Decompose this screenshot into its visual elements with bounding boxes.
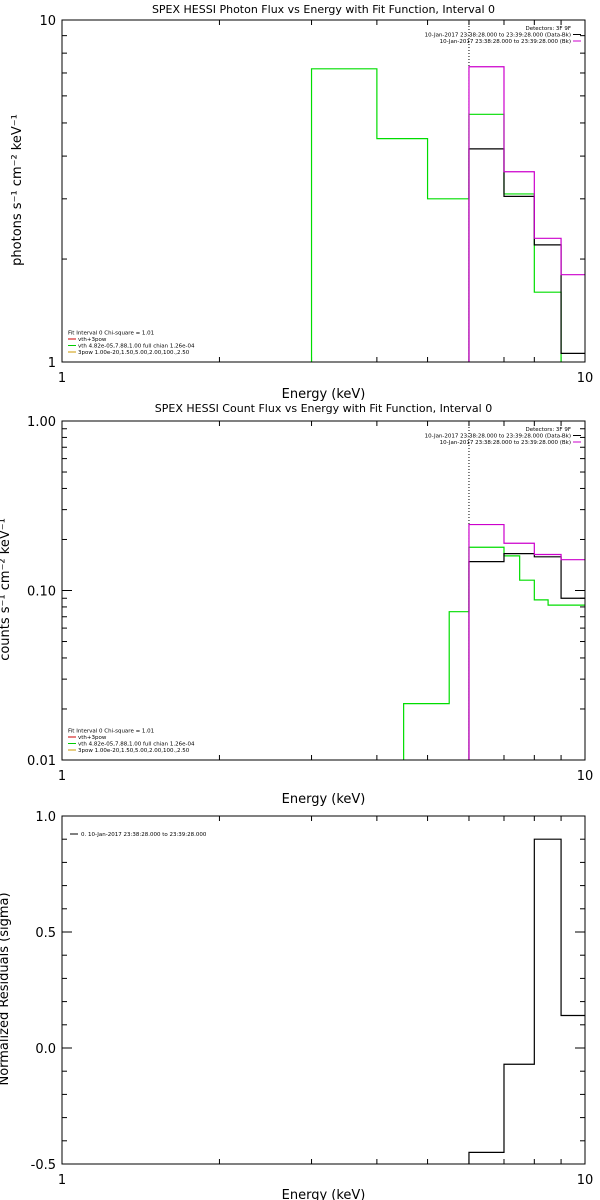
x-tick-label: 10 — [577, 769, 594, 784]
series-group — [310, 66, 585, 362]
legend-entry: vth+3pow — [78, 337, 107, 343]
legend-entry: Fit Interval 0 Chi-square = 1.01 — [68, 729, 154, 735]
chart-title: SPEX HESSI Count Flux vs Energy with Fit… — [155, 402, 492, 415]
series-3-line — [468, 523, 585, 760]
x-axis-label: Energy (keV) — [282, 792, 366, 807]
x-tick-label: 10 — [577, 371, 594, 386]
legend-bottom-left: Fit Interval 0 Chi-square = 1.01vth+3pow… — [68, 331, 195, 356]
chart-panel-2: 1 10 0.01 0.10 1.00 SPEX HESSI Count Flux vs … — [0, 402, 594, 807]
legend-entry: vth 4.82e-05,7.88,1.00 full chian 1.26e-… — [78, 344, 195, 350]
y-tick-label: 1.0 — [35, 810, 56, 825]
y-axis-label: counts s⁻¹ cm⁻² keV⁻¹ — [0, 518, 13, 661]
x-tick-label: 10 — [577, 1173, 594, 1188]
legend-entry: 3pow 1.00e-20,1.50,5.00,2.00,100.,2.50 — [78, 748, 190, 754]
axis-ticks — [62, 420, 585, 761]
y-tick-label: 10 — [39, 14, 56, 29]
legend-entry: 10-Jan-2017 23:38:28.000 to 23:39:28.000… — [440, 440, 571, 446]
series-3-line — [468, 66, 585, 362]
y-tick-label: 0.10 — [27, 585, 56, 600]
x-tick-label: 1 — [58, 371, 66, 386]
legend-top-left: 0. 10-Jan-2017 23:38:28.000 to 23:39:28.… — [70, 832, 207, 838]
series-group — [403, 523, 585, 760]
legend-entry: vth 4.82e-05,7.88,1.00 full chian 1.26e-… — [78, 742, 195, 748]
legend-entry: Fit Interval 0 Chi-square = 1.01 — [68, 331, 154, 337]
series-2-line — [468, 148, 585, 362]
series-1-line — [403, 546, 585, 760]
y-tick-label: 0.01 — [27, 754, 56, 769]
chart-panel-1: 1 10 1 10 SPEX HESSI Photon Flux vs Energy w… — [10, 3, 593, 402]
legend-entry: vth+3pow — [78, 735, 107, 741]
legend-entry: 3pow 1.00e-20,1.50,5.00,2.00,100.,2.50 — [78, 350, 190, 356]
legend-entry: Detectors: 3F 9F — [525, 427, 571, 433]
series-2-line — [468, 553, 585, 760]
legend-entry: 10-Jan-2017 23:38:28.000 to 23:39:28.000… — [425, 434, 571, 440]
series-1-line — [468, 838, 585, 1164]
x-tick-label: 1 — [58, 769, 66, 784]
y-tick-label: 0.0 — [35, 1042, 56, 1057]
axis-ticks — [62, 19, 585, 363]
series-group — [468, 838, 585, 1164]
legend-bottom-left: Fit Interval 0 Chi-square = 1.01vth+3pow… — [68, 729, 195, 754]
chart-title: SPEX HESSI Photon Flux vs Energy with Fi… — [152, 3, 495, 16]
y-tick-label: 1.00 — [27, 415, 56, 430]
legend-entry: 0. 10-Jan-2017 23:38:28.000 to 23:39:28.… — [81, 832, 207, 838]
chart-panel-3: 1 10 -0.5 0.0 0.5 1.0 Energy (keV) Normalized R… — [0, 810, 593, 1200]
y-tick-label: 0.5 — [35, 926, 56, 941]
y-axis-label: Normalized Residuals (sigma) — [0, 892, 12, 1085]
axis-ticks — [62, 815, 585, 1165]
x-axis-label: Energy (keV) — [282, 387, 366, 402]
legend-entry: 10-Jan-2017 23:38:28.000 to 23:39:28.000… — [440, 39, 571, 45]
y-tick-label: -0.5 — [31, 1158, 56, 1173]
plot-frame — [61, 19, 586, 363]
series-1-line — [310, 68, 562, 362]
plot-frame — [61, 420, 586, 761]
x-tick-label: 1 — [58, 1173, 66, 1188]
x-axis-label: Energy (keV) — [282, 1188, 366, 1200]
y-axis-label: photons s⁻¹ cm⁻² keV⁻¹ — [10, 114, 25, 266]
plot-frame — [61, 815, 586, 1165]
legend-entry: Detectors: 3F 9F — [525, 26, 571, 32]
y-tick-label: 1 — [48, 356, 56, 371]
legend-entry: 10-Jan-2017 23:38:28.000 to 23:39:28.000… — [425, 33, 571, 39]
